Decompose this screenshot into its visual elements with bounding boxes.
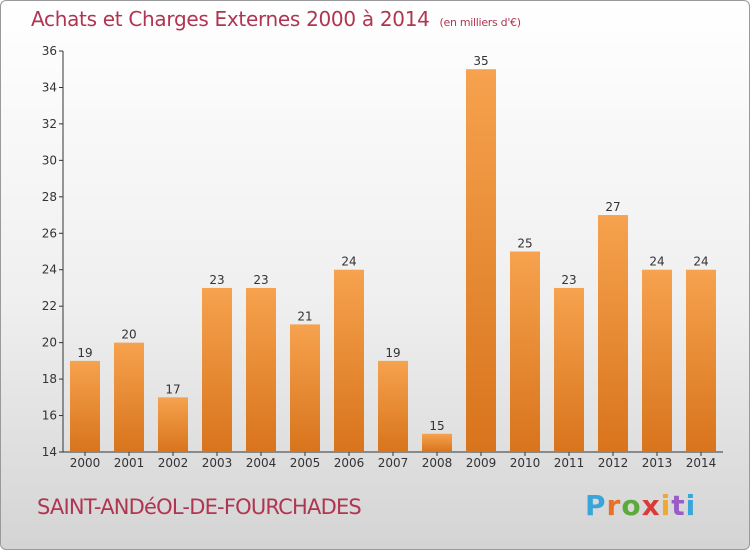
x-tick-label: 2007 <box>378 456 409 470</box>
x-tick-label: 2004 <box>246 456 277 470</box>
data-label: 27 <box>605 200 620 214</box>
data-label: 23 <box>209 273 224 287</box>
bar <box>246 287 276 452</box>
bar <box>70 360 100 452</box>
bar <box>642 269 672 452</box>
data-label: 23 <box>561 273 576 287</box>
chart-title-text: Achats et Charges Externes 2000 à 2014 <box>31 7 430 31</box>
bar <box>290 324 320 452</box>
y-tick-label: 22 <box>42 299 57 313</box>
commune-name: SAINT-ANDéOL-DE-FOURCHADES <box>37 495 362 519</box>
x-tick-label: 2003 <box>202 456 233 470</box>
y-tick-label: 28 <box>42 190 57 204</box>
data-label: 23 <box>253 273 268 287</box>
bar <box>554 287 584 452</box>
data-label: 21 <box>297 309 312 323</box>
brand-letter: i <box>660 489 672 522</box>
x-tick-label: 2014 <box>686 456 717 470</box>
data-label: 24 <box>649 255 664 269</box>
bar <box>510 251 540 452</box>
y-tick-label: 18 <box>42 372 57 386</box>
x-tick-label: 2008 <box>422 456 453 470</box>
y-tick-label: 24 <box>42 263 57 277</box>
y-tick-label: 36 <box>42 44 57 58</box>
x-tick-label: 2005 <box>290 456 321 470</box>
bar <box>114 342 144 452</box>
y-tick-label: 16 <box>42 409 57 423</box>
bar <box>466 69 496 453</box>
x-tick-label: 2009 <box>466 456 497 470</box>
brand-letter: i <box>685 489 697 522</box>
brand-letter: o <box>621 489 642 522</box>
x-tick-label: 2012 <box>598 456 629 470</box>
data-label: 17 <box>165 382 180 396</box>
brand-letter: t <box>671 489 686 522</box>
brand-letter: x <box>641 489 661 522</box>
y-tick-label: 32 <box>42 117 57 131</box>
x-tick-label: 2011 <box>554 456 585 470</box>
brand-logo[interactable]: Proxiti <box>585 489 696 522</box>
chart-unit: (en milliers d'€) <box>439 16 521 29</box>
brand-letter: P <box>585 489 607 522</box>
chart-title: Achats et Charges Externes 2000 à 2014 (e… <box>31 7 521 31</box>
bar <box>598 215 628 452</box>
x-tick-label: 2002 <box>158 456 189 470</box>
bar <box>378 360 408 452</box>
bar <box>202 287 232 452</box>
data-label: 19 <box>77 346 92 360</box>
data-label: 24 <box>341 255 356 269</box>
x-tick-label: 2006 <box>334 456 365 470</box>
bar <box>334 269 364 452</box>
bar <box>158 397 188 452</box>
x-tick-label: 2000 <box>70 456 101 470</box>
data-label: 35 <box>473 54 488 68</box>
x-tick-label: 2010 <box>510 456 541 470</box>
y-tick-label: 20 <box>42 336 57 350</box>
y-tick-label: 30 <box>42 153 57 167</box>
data-label: 19 <box>385 346 400 360</box>
brand-letter: r <box>606 489 622 522</box>
data-label: 20 <box>121 328 136 342</box>
data-label: 25 <box>517 237 532 251</box>
y-tick-label: 14 <box>42 445 57 459</box>
data-label: 15 <box>429 419 444 433</box>
bar <box>686 269 716 452</box>
y-tick-label: 34 <box>42 80 57 94</box>
y-tick-label: 26 <box>42 226 57 240</box>
x-tick-label: 2001 <box>114 456 145 470</box>
x-tick-label: 2013 <box>642 456 673 470</box>
bar <box>422 433 452 452</box>
data-label: 24 <box>693 255 708 269</box>
